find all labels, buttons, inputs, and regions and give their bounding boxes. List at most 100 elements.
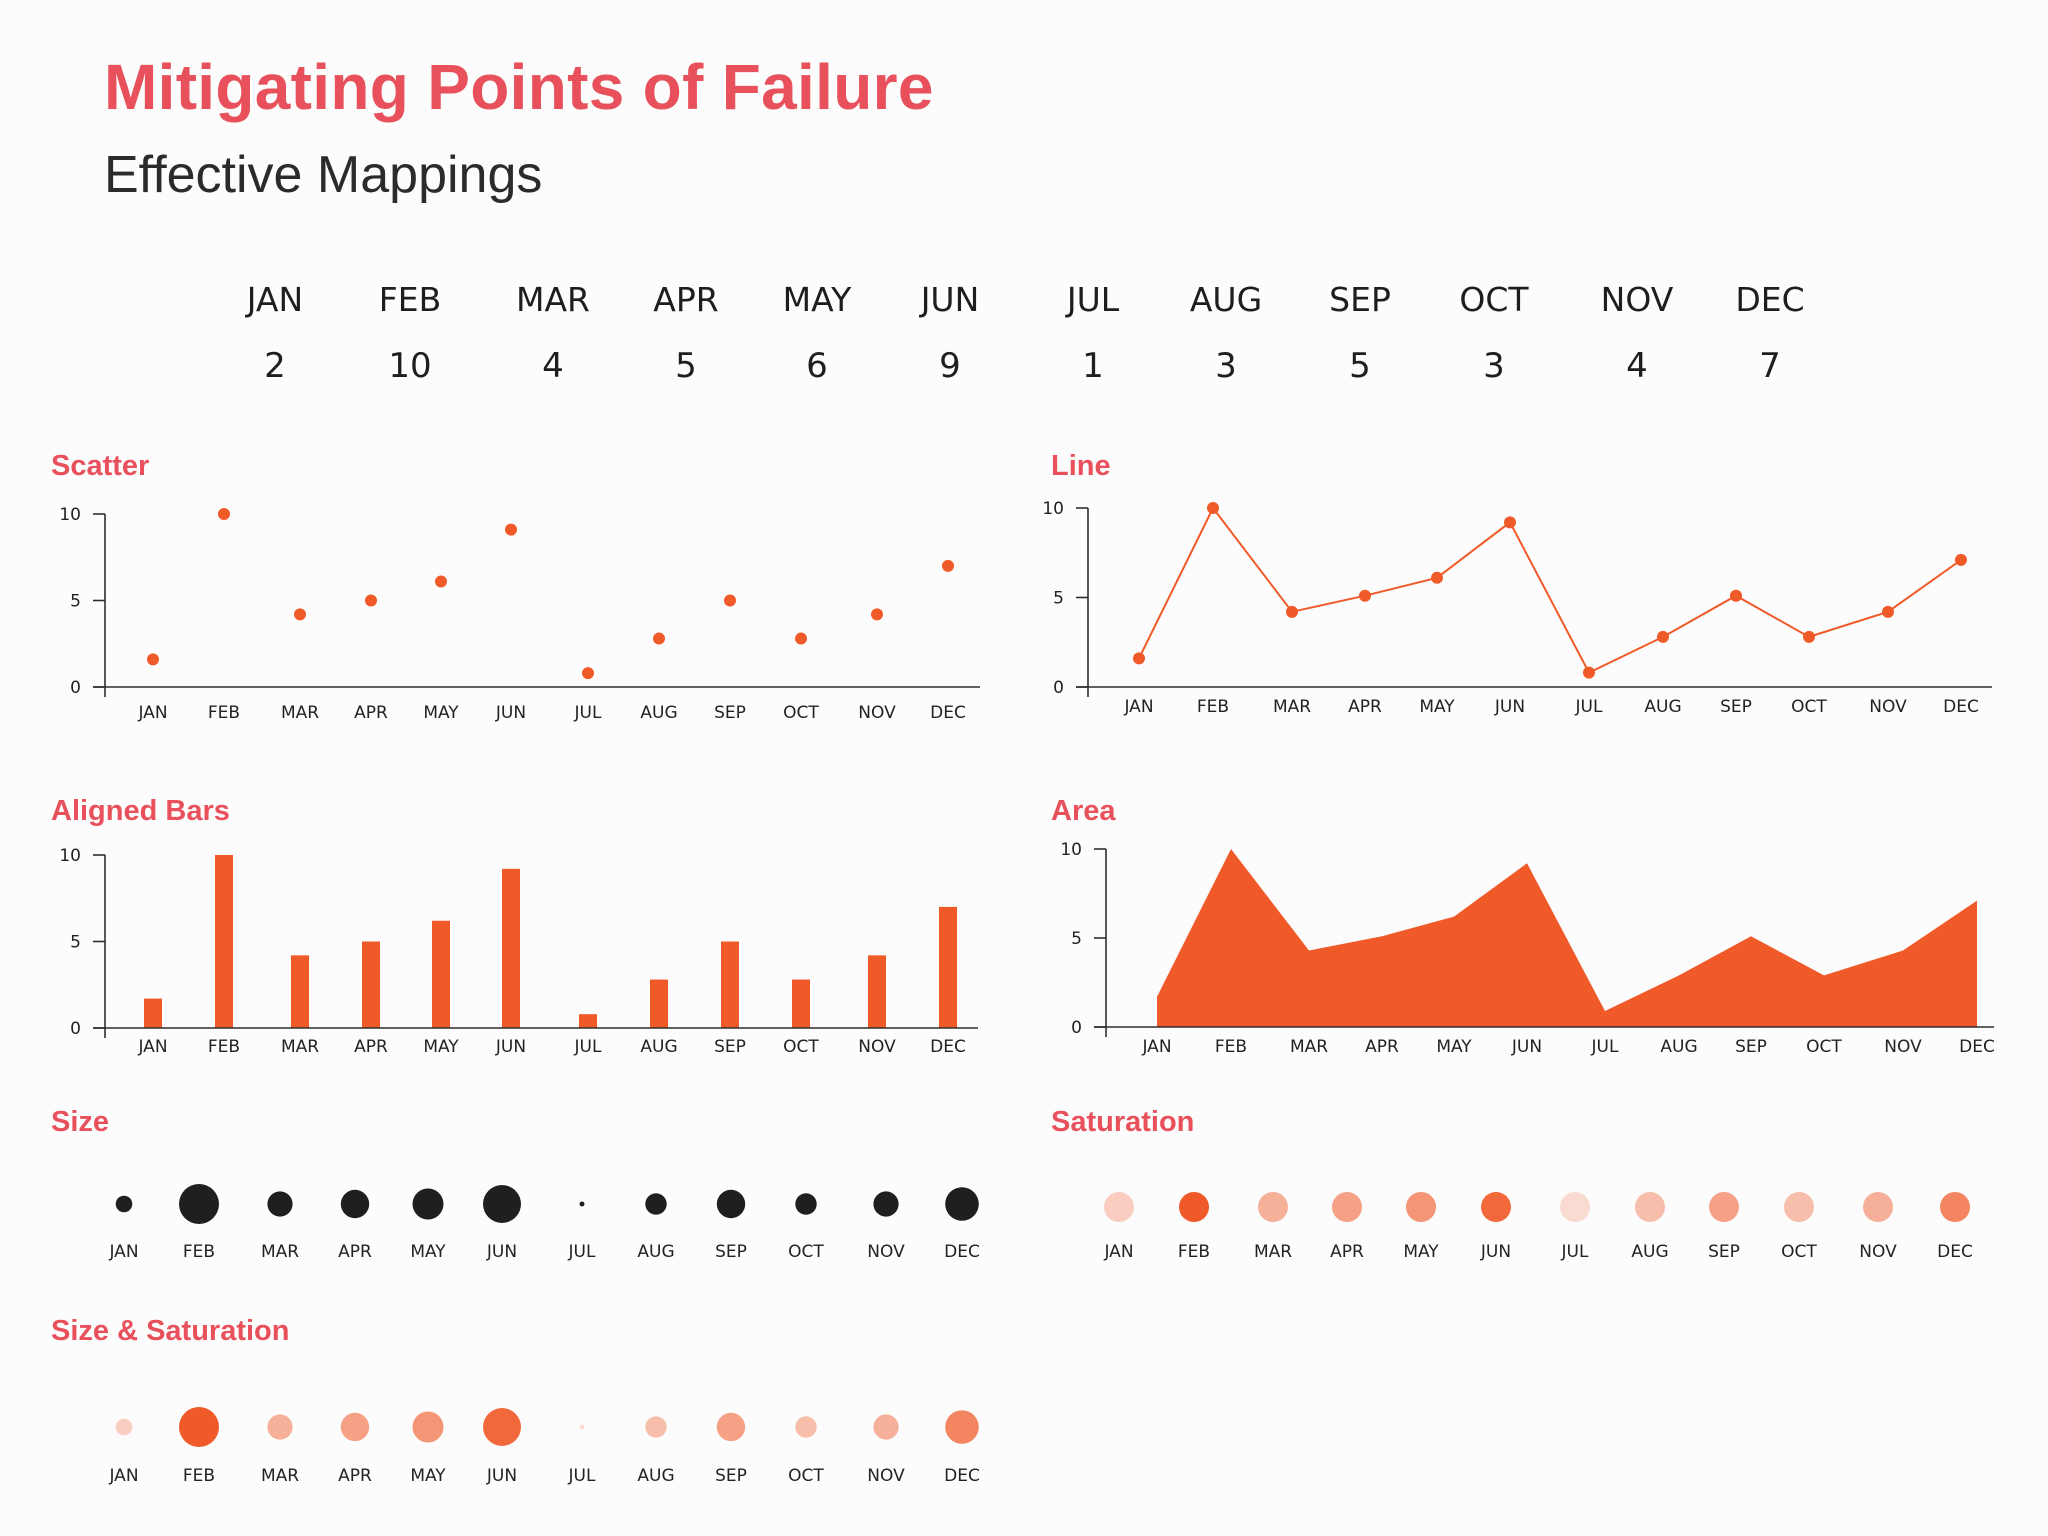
label-jan: JAN bbox=[108, 1466, 138, 1486]
x-label-may: MAY bbox=[1419, 697, 1455, 717]
x-label-jun: JUN bbox=[1494, 697, 1525, 717]
bubble-jun bbox=[483, 1408, 521, 1446]
x-label-aug: AUG bbox=[640, 1037, 677, 1057]
label-jul: JUL bbox=[568, 1466, 596, 1486]
label-mar: MAR bbox=[1254, 1242, 1292, 1262]
bubble-jul bbox=[579, 1201, 585, 1207]
x-label-jan: JAN bbox=[1141, 1037, 1171, 1057]
point-mar bbox=[1286, 605, 1298, 618]
x-label-dec: DEC bbox=[1959, 1037, 1995, 1057]
x-label-feb: FEB bbox=[208, 1037, 240, 1057]
x-label-jul: JUL bbox=[574, 703, 602, 723]
label-apr: APR bbox=[1330, 1242, 1364, 1262]
y-tick-label: 5 bbox=[70, 592, 81, 612]
bubble-sep bbox=[1709, 1192, 1739, 1222]
bubble-may bbox=[412, 1411, 444, 1443]
label-apr: APR bbox=[338, 1466, 372, 1486]
x-label-feb: FEB bbox=[208, 703, 240, 723]
bar-chart: 0 5 10 JAN FEB MAR APR MAY JUN JUL AUG SEP OCT NOV DEC bbox=[59, 846, 978, 1057]
bubble-nov bbox=[1863, 1192, 1893, 1222]
x-label-sep: SEP bbox=[1720, 697, 1752, 717]
x-label-oct: OCT bbox=[1806, 1037, 1842, 1057]
point-apr bbox=[1359, 589, 1371, 602]
x-label-oct: OCT bbox=[1791, 697, 1827, 717]
x-label-nov: NOV bbox=[1884, 1037, 1922, 1057]
bubble-aug bbox=[645, 1416, 667, 1438]
x-label-jan: JAN bbox=[137, 703, 167, 723]
label-dec: DEC bbox=[944, 1242, 980, 1262]
area-fill bbox=[1157, 849, 1977, 1027]
month-header-aug: AUG bbox=[1189, 280, 1263, 319]
x-label-oct: OCT bbox=[783, 703, 819, 723]
y-tick-label: 10 bbox=[1042, 499, 1064, 519]
y-tick-label: 0 bbox=[70, 1019, 81, 1039]
month-value-nov: 4 bbox=[1626, 346, 1648, 386]
bar-oct bbox=[792, 979, 810, 1028]
month-value-mar: 4 bbox=[542, 346, 564, 386]
x-label-sep: SEP bbox=[714, 703, 746, 723]
x-label-dec: DEC bbox=[930, 1037, 966, 1057]
point-jun bbox=[505, 523, 517, 536]
bubble-apr bbox=[340, 1412, 370, 1442]
point-sep bbox=[724, 594, 736, 607]
x-label-apr: APR bbox=[1348, 697, 1382, 717]
point-mar bbox=[294, 608, 306, 621]
x-label-nov: NOV bbox=[858, 1037, 896, 1057]
x-label-aug: AUG bbox=[1660, 1037, 1697, 1057]
month-value-may: 6 bbox=[806, 346, 828, 386]
bar-sep bbox=[721, 941, 739, 1028]
bubble-sep bbox=[716, 1189, 746, 1219]
x-label-apr: APR bbox=[354, 703, 388, 723]
x-label-jun: JUN bbox=[1511, 1037, 1542, 1057]
label-jan: JAN bbox=[108, 1242, 138, 1262]
label-aug: AUG bbox=[637, 1242, 674, 1262]
bubble-dec bbox=[945, 1410, 979, 1444]
label-dec: DEC bbox=[1937, 1242, 1973, 1262]
label-jan: JAN bbox=[1103, 1242, 1133, 1262]
x-label-jan: JAN bbox=[137, 1037, 167, 1057]
point-dec bbox=[942, 559, 954, 572]
point-oct bbox=[1803, 630, 1815, 643]
label-sep: SEP bbox=[1708, 1242, 1740, 1262]
x-label-may: MAY bbox=[1436, 1037, 1472, 1057]
area-title: Area bbox=[1051, 795, 1116, 827]
x-label-mar: MAR bbox=[1290, 1037, 1328, 1057]
x-label-jul: JUL bbox=[1591, 1037, 1619, 1057]
label-jun: JUN bbox=[1480, 1242, 1511, 1262]
label-may: MAY bbox=[410, 1466, 446, 1486]
x-label-feb: FEB bbox=[1197, 697, 1229, 717]
x-label-mar: MAR bbox=[281, 703, 319, 723]
x-label-jan: JAN bbox=[1123, 697, 1153, 717]
month-value-jun: 9 bbox=[939, 346, 961, 386]
bubble-jul bbox=[1560, 1192, 1590, 1222]
bubble-oct bbox=[795, 1193, 817, 1215]
bar-jan bbox=[144, 998, 162, 1028]
point-jul bbox=[582, 667, 594, 680]
point-oct bbox=[795, 632, 807, 645]
label-aug: AUG bbox=[1631, 1242, 1668, 1262]
bubble-dec bbox=[945, 1187, 979, 1221]
bar-jun bbox=[502, 868, 520, 1028]
bubble-jun bbox=[483, 1185, 521, 1223]
point-may bbox=[1431, 571, 1443, 584]
bubble-oct bbox=[795, 1416, 817, 1438]
month-header-dec: DEC bbox=[1735, 280, 1805, 319]
month-header-jun: JUN bbox=[920, 280, 980, 319]
x-label-feb: FEB bbox=[1215, 1037, 1247, 1057]
saturation-title: Saturation bbox=[1051, 1106, 1195, 1138]
page-subtitle: Effective Mappings bbox=[104, 146, 543, 204]
point-jun bbox=[1504, 516, 1516, 529]
point-aug bbox=[653, 632, 665, 645]
label-jul: JUL bbox=[1561, 1242, 1589, 1262]
label-feb: FEB bbox=[1178, 1242, 1210, 1262]
x-label-oct: OCT bbox=[783, 1037, 819, 1057]
x-label-aug: AUG bbox=[1644, 697, 1681, 717]
bubble-aug bbox=[645, 1193, 667, 1215]
label-apr: APR bbox=[338, 1242, 372, 1262]
bubble-mar bbox=[267, 1191, 293, 1217]
label-sep: SEP bbox=[715, 1242, 747, 1262]
label-oct: OCT bbox=[1781, 1242, 1817, 1262]
bubble-dec bbox=[1940, 1192, 1970, 1222]
x-label-aug: AUG bbox=[640, 703, 677, 723]
y-tick-label: 10 bbox=[59, 846, 81, 866]
